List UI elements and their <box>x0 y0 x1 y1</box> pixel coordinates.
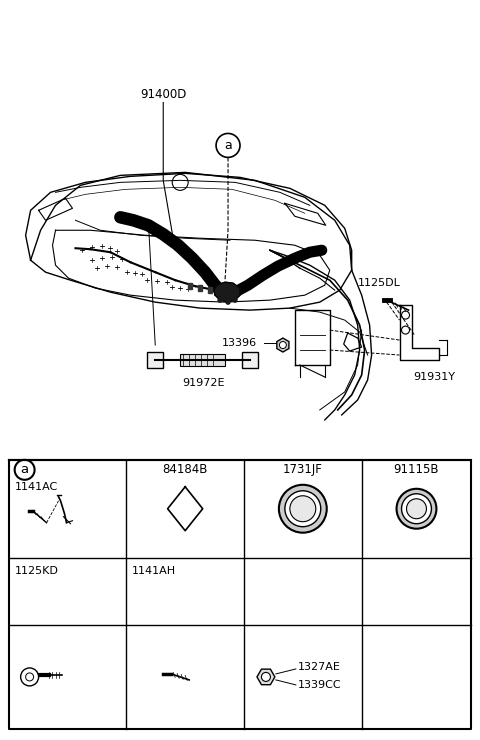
Circle shape <box>290 496 316 522</box>
Circle shape <box>25 673 34 681</box>
Polygon shape <box>257 669 275 684</box>
Bar <box>198 285 202 291</box>
Text: a: a <box>224 139 232 152</box>
Circle shape <box>21 668 38 686</box>
Text: a: a <box>21 463 29 477</box>
Text: 91400D: 91400D <box>140 87 186 101</box>
Text: 1125KD: 1125KD <box>15 565 59 576</box>
Circle shape <box>262 673 270 682</box>
Circle shape <box>279 342 287 349</box>
Circle shape <box>226 300 230 304</box>
Circle shape <box>407 499 426 519</box>
FancyBboxPatch shape <box>180 354 225 366</box>
Text: 91931Y: 91931Y <box>413 372 456 382</box>
Polygon shape <box>214 282 240 302</box>
FancyBboxPatch shape <box>147 352 163 368</box>
Text: 1141AC: 1141AC <box>15 482 58 492</box>
Text: 1339CC: 1339CC <box>298 680 341 690</box>
Text: 91115B: 91115B <box>394 463 439 477</box>
Text: 1327AE: 1327AE <box>298 662 341 672</box>
Circle shape <box>279 485 327 533</box>
Circle shape <box>402 494 432 524</box>
Polygon shape <box>277 338 289 352</box>
Circle shape <box>233 298 237 302</box>
Text: 91972E: 91972E <box>182 378 224 388</box>
Bar <box>208 287 212 293</box>
Text: 13396: 13396 <box>222 338 257 348</box>
Text: 1141AH: 1141AH <box>132 565 177 576</box>
Circle shape <box>396 489 436 528</box>
Text: 84184B: 84184B <box>162 463 208 477</box>
Bar <box>188 283 192 289</box>
Text: 1731JF: 1731JF <box>283 463 323 477</box>
Circle shape <box>218 298 222 302</box>
FancyBboxPatch shape <box>242 352 258 368</box>
Circle shape <box>285 491 321 527</box>
Text: 1125DL: 1125DL <box>358 278 401 288</box>
